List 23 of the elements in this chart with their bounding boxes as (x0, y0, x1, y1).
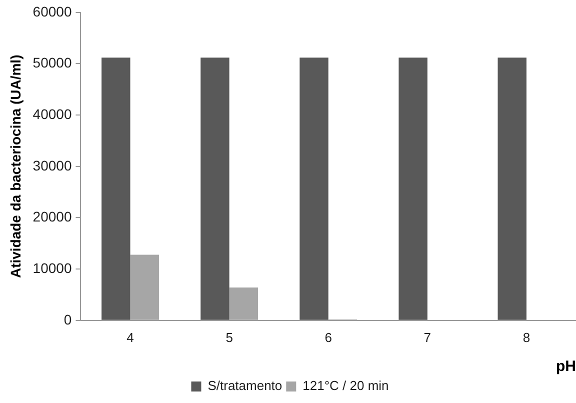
y-tick-label: 60000 (32, 3, 72, 20)
y-axis-title: Atividade da bacteriocina (UA/ml) (7, 54, 24, 278)
y-tick-label: 20000 (32, 208, 72, 225)
y-tick-label: 40000 (32, 106, 72, 122)
bar (130, 254, 159, 320)
x-tick-label: 5 (226, 330, 233, 345)
x-axis-title: pH (556, 358, 576, 376)
bar (200, 58, 230, 320)
y-tick-label: 10000 (32, 260, 72, 276)
legend-label: S/tratamento (208, 378, 282, 394)
x-tick-label: 7 (424, 330, 432, 345)
x-tick-label: 4 (126, 330, 134, 345)
bar (229, 288, 258, 320)
legend-label: 121°C / 20 min (302, 378, 389, 394)
x-tick-label: 8 (522, 330, 530, 345)
y-tick-label: 0 (64, 311, 72, 328)
bar (398, 58, 428, 320)
x-tick-label: 6 (324, 330, 332, 345)
y-tick-label: 30000 (32, 157, 72, 174)
bar (102, 58, 130, 320)
bar (498, 58, 526, 320)
bar (300, 58, 328, 320)
y-tick-label: 50000 (32, 54, 72, 71)
